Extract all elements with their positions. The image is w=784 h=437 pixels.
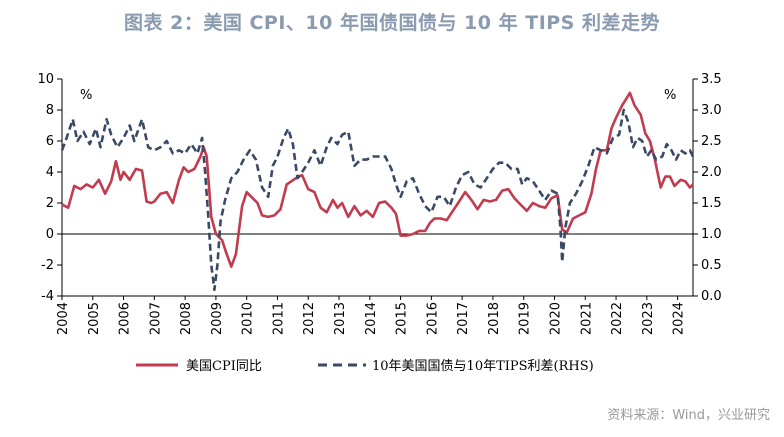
series-line-cpi <box>61 91 694 268</box>
x-tick-label: 2022 <box>610 302 625 335</box>
x-tick-label: 2023 <box>641 302 656 335</box>
y-left-tick-label: -4 <box>41 289 54 304</box>
legend: 美国CPI同比 10年美国国债与10年TIPS利差(RHS) <box>136 359 594 374</box>
x-tick-label: 2006 <box>118 302 133 335</box>
y-right-tick-label: 2.5 <box>701 134 722 149</box>
legend-label-spread: 10年美国国债与10年TIPS利差(RHS) <box>372 359 594 374</box>
x-tick-label: 2011 <box>271 302 286 335</box>
y-left-tick-label: 0 <box>46 227 54 242</box>
y-right-ticks: 0.0 0.5 1.0 1.5 2.0 2.5 3.0 3.5 <box>693 72 722 304</box>
series-line-spread <box>60 108 695 292</box>
x-tick-label: 2009 <box>210 302 225 335</box>
right-unit-label: % <box>664 88 676 103</box>
x-tick-label: 2013 <box>333 302 348 335</box>
x-tick-label: 2017 <box>456 302 471 335</box>
y-left-tick-label: 2 <box>46 196 54 211</box>
y-right-tick-label: 2.0 <box>701 165 722 180</box>
source-note: 资料来源：Wind，兴业研究 <box>607 408 770 423</box>
y-left-tick-label: -2 <box>41 258 54 273</box>
y-left-tick-label: 4 <box>46 165 54 180</box>
x-tick-label: 2024 <box>672 302 687 335</box>
x-tick-label: 2019 <box>518 302 533 335</box>
chart-title: 图表 2：美国 CPI、10 年国债国债与 10 年 TIPS 利差走势 <box>124 12 660 34</box>
legend-label-cpi: 美国CPI同比 <box>186 359 262 374</box>
y-left-tick-label: 6 <box>46 134 54 149</box>
y-right-tick-label: 0.0 <box>701 289 722 304</box>
y-left-tick-label: 8 <box>46 103 54 118</box>
series-lines <box>60 91 695 292</box>
left-unit-label: % <box>80 88 92 103</box>
y-left-ticks: -4 -2 0 2 4 6 8 10 <box>37 72 62 304</box>
x-tick-label: 2012 <box>302 302 317 335</box>
x-tick-label: 2007 <box>148 302 163 335</box>
y-right-tick-label: 1.0 <box>701 227 722 242</box>
x-tick-label: 2021 <box>579 302 594 335</box>
x-tick-label: 2004 <box>56 302 71 335</box>
y-left-tick-label: 10 <box>37 72 54 87</box>
x-tick-label: 2014 <box>364 302 379 335</box>
x-tick-label: 2005 <box>87 302 102 335</box>
x-tick-label: 2016 <box>425 302 440 335</box>
x-tick-label: 2020 <box>548 302 563 335</box>
x-tick-label: 2018 <box>487 302 502 335</box>
x-ticks: 2004 2005 2006 2007 2008 2009 2010 2011 2012 2013… <box>56 296 687 335</box>
y-right-tick-label: 3.0 <box>701 103 722 118</box>
y-right-tick-label: 0.5 <box>701 258 722 273</box>
x-tick-label: 2008 <box>179 302 194 335</box>
y-right-tick-label: 3.5 <box>701 72 722 87</box>
x-tick-label: 2015 <box>395 302 410 335</box>
x-tick-label: 2010 <box>241 302 256 335</box>
y-right-tick-label: 1.5 <box>701 196 722 211</box>
